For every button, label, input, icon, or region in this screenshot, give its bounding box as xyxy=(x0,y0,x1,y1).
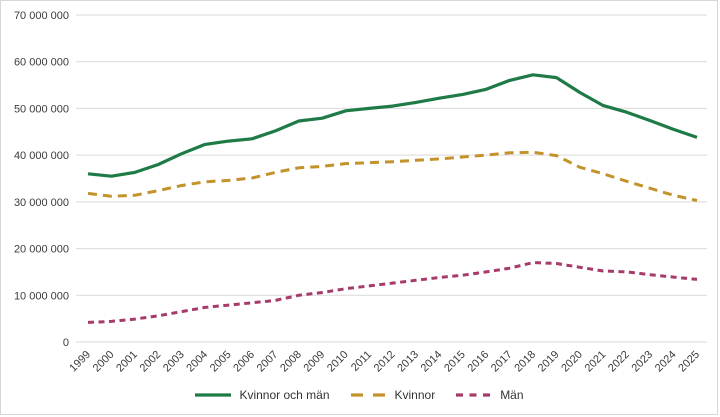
x-axis-tick-label: 2007 xyxy=(255,349,281,374)
legend-swatch-icon xyxy=(456,393,493,397)
x-axis-tick-label: 2001 xyxy=(114,349,140,374)
legend-item-0: Kvinnor och män xyxy=(194,388,330,402)
x-axis-tick-label: 2013 xyxy=(395,349,421,374)
legend-label: Kvinnor xyxy=(394,388,436,402)
legend-item-2: Män xyxy=(455,388,524,402)
legend-label: Män xyxy=(500,388,524,402)
y-axis-tick-label: 20 000 000 xyxy=(14,244,69,256)
legend-item-1: Kvinnor xyxy=(350,388,436,402)
series-line-0 xyxy=(87,73,698,178)
x-axis-tick-label: 2010 xyxy=(325,349,351,374)
legend-swatch-icon xyxy=(195,393,232,397)
x-axis-tick-label: 2019 xyxy=(536,349,562,374)
y-axis-tick-label: 60 000 000 xyxy=(14,57,69,69)
legend-label: Kvinnor och män xyxy=(239,388,330,402)
y-axis-tick-label: 40 000 000 xyxy=(14,150,69,162)
series-line-1 xyxy=(87,150,698,202)
x-axis-tick-label: 2008 xyxy=(278,349,304,374)
x-axis-tick-label: 2004 xyxy=(184,349,210,374)
x-axis-tick-label: 2014 xyxy=(419,349,445,374)
x-axis-tick-label: 2017 xyxy=(489,349,515,374)
x-axis-tick-label: 2005 xyxy=(208,349,234,374)
x-axis-tick-label: 2002 xyxy=(138,349,164,374)
x-axis-tick-label: 2009 xyxy=(302,349,328,374)
x-axis-tick-label: 2016 xyxy=(466,349,492,374)
legend-swatch-icon xyxy=(350,393,387,397)
x-axis-tick-label: 2000 xyxy=(91,349,117,374)
x-axis-tick-label: 2023 xyxy=(629,349,655,374)
x-axis-tick-label: 2012 xyxy=(372,349,398,374)
y-axis-tick-label: 10 000 000 xyxy=(14,290,69,302)
x-axis-tick-label: 2015 xyxy=(442,349,468,374)
x-axis-tick-label: 2018 xyxy=(512,349,538,374)
x-axis-tick-label: 2003 xyxy=(161,349,187,374)
x-axis-tick-label: 2025 xyxy=(676,349,702,374)
x-axis-tick-label: 2006 xyxy=(231,349,257,374)
line-chart: 0 10 000 000 20 000 000 30 000 000 40 000 00… xyxy=(14,10,707,374)
x-axis-tick-label: 2021 xyxy=(583,349,609,374)
x-axis-tick-label: 2011 xyxy=(349,349,374,374)
y-axis-tick-label: 70 000 000 xyxy=(14,10,69,22)
series-line-2 xyxy=(87,261,698,324)
y-axis-tick-label: 0 xyxy=(63,337,69,349)
x-axis-tick-label: 2024 xyxy=(653,349,679,374)
y-axis-tick-label: 50 000 000 xyxy=(14,103,69,115)
chart-legend: Kvinnor och män Kvinnor Män xyxy=(1,388,717,402)
y-axis-tick-label: 30 000 000 xyxy=(14,197,69,209)
x-axis-tick-label: 1999 xyxy=(67,349,93,374)
x-axis-tick-label: 2020 xyxy=(559,349,585,374)
x-axis-tick-label: 2022 xyxy=(606,349,632,374)
